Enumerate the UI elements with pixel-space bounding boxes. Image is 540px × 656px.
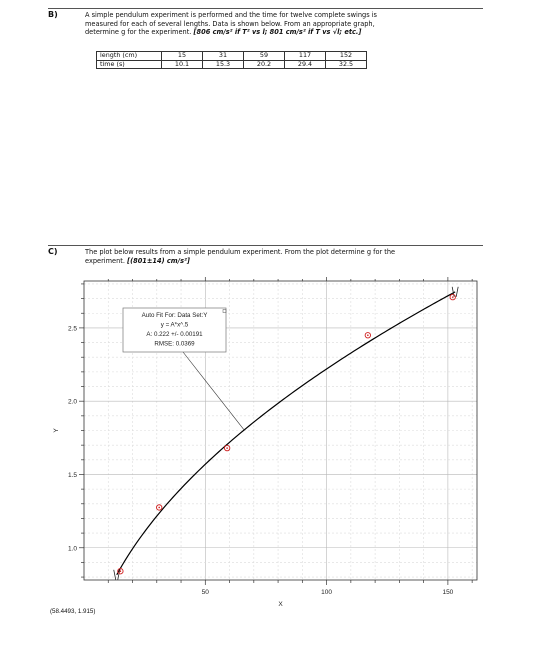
x-tick-label: 50 [202,589,210,596]
data-point-dot [451,296,454,298]
fit-range-start-marker [113,569,121,580]
fit-range-end-marker [451,286,459,297]
table-row-time: time (s) 10.1 15.3 20.2 29.4 32.5 [96,59,367,69]
section-c-answer: [(801±14) cm/s²] [127,256,190,265]
y-tick-label: 1.5 [68,472,77,479]
section-b-line-3-text: determine g for the experiment. [85,28,194,37]
x-tick-label: 100 [321,589,332,596]
x-tick-label: 150 [442,589,453,596]
x-axis-label: X [278,601,283,608]
section-b-rule [48,8,483,9]
section-c-line-2-text: experiment. [85,256,128,265]
fit-box-rmse: RMSE: 0.0369 [154,341,195,348]
data-point-ring [364,332,371,339]
data-point [364,332,371,339]
table-cell: 32.5 [325,59,367,69]
y-tick-label: 2.0 [68,399,77,406]
table-row-length: length (cm) 15 31 59 117 152 [96,51,367,61]
data-point [156,504,163,511]
section-b-label: B) [48,10,58,19]
section-b-line-3: determine g for the experiment. [806 cm/… [85,28,480,37]
data-point-dot [119,570,122,573]
section-c-label: C) [48,247,58,256]
data-point-ring [223,444,231,452]
fit-box-options-icon [222,309,227,313]
data-point-ring [156,504,163,511]
fit-box-title: Auto Fit For: Data Set:Y [142,312,208,319]
cursor-readout: (58.4493, 1.915) [50,608,96,615]
data-point [117,568,124,575]
section-c-rule [48,245,483,246]
section-b-answer: [806 cm/s² if T² vs l; 801 cm/s² if T vs… [193,28,362,37]
fit-box-equation: y = A*x^.5 [161,322,189,329]
data-point-ring [117,568,124,575]
y-tick-label: 2.5 [68,325,77,332]
data-point [223,444,231,452]
fit-curve [116,291,456,576]
fit-annotation-leader [182,351,245,431]
data-point-dot [158,506,161,509]
section-c-question: The plot below results from a simple pen… [85,248,480,265]
fit-results-box: Auto Fit For: Data Set:Y y = A*x^.5 A: 0.2… [122,307,227,353]
data-point-dot [226,447,228,449]
data-point-dot [367,334,369,337]
fit-box-frame [122,307,227,353]
section-b-question: A simple pendulum experiment is performe… [85,11,480,37]
fit-box-param-a: A: 0.222 +/- 0.00191 [146,331,203,338]
tick-marks [79,277,473,585]
section-b-line-1: A simple pendulum experiment is performe… [85,11,377,19]
y-tick-label: 1.0 [68,545,77,552]
data-point-ring [449,293,456,301]
section-b-line-2: measured for each of several lengths. Da… [85,19,375,28]
data-point [449,293,456,301]
section-c-line-2: experiment. [(801±14) cm/s²] [85,257,480,266]
y-axis-label: Y [53,428,60,433]
pendulum-data-table: length (cm) 15 31 59 117 152 time (s) 10… [96,51,367,69]
section-c-line-1: The plot below results from a simple pen… [85,248,396,256]
